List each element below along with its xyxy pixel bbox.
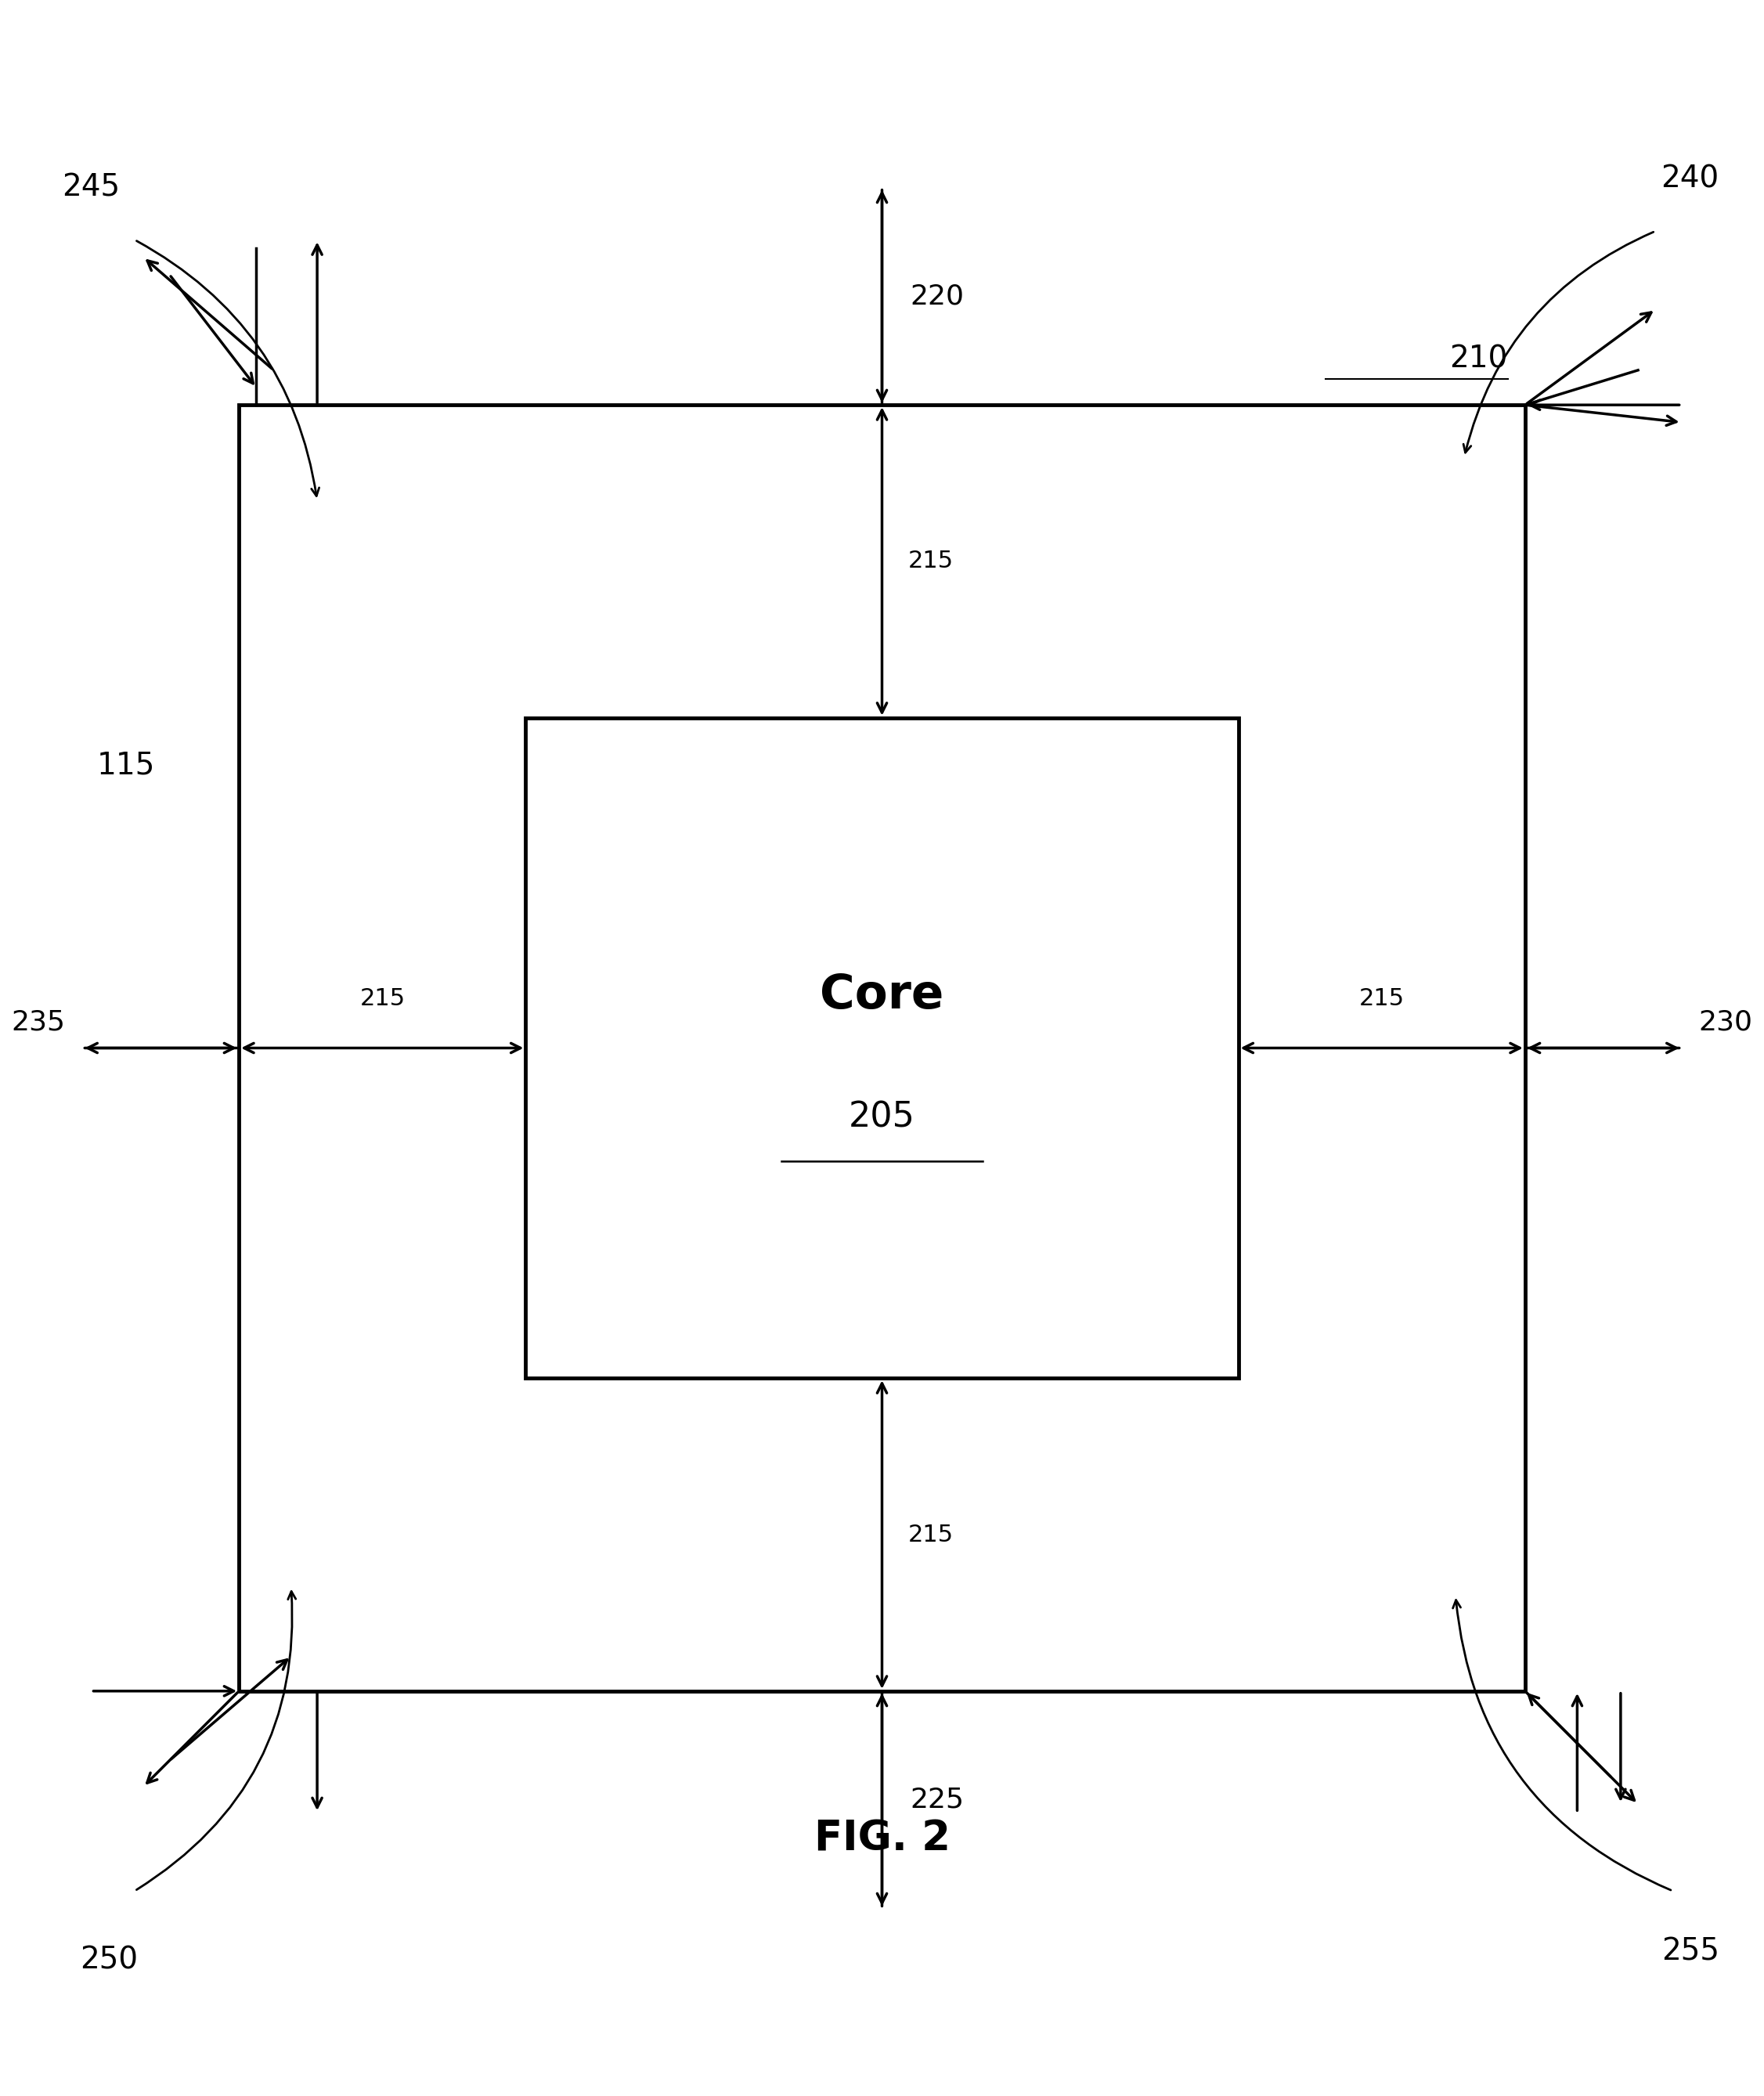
Bar bbox=[526, 717, 1238, 1379]
Text: 235: 235 bbox=[11, 1008, 65, 1035]
Text: FIG. 2: FIG. 2 bbox=[813, 1819, 951, 1859]
Text: 255: 255 bbox=[1662, 1937, 1720, 1966]
Text: 215: 215 bbox=[360, 987, 406, 1010]
Text: 215: 215 bbox=[908, 549, 954, 572]
Text: 230: 230 bbox=[1699, 1008, 1753, 1035]
Text: Core: Core bbox=[820, 973, 944, 1019]
Text: 240: 240 bbox=[1662, 163, 1720, 193]
Text: 225: 225 bbox=[910, 1786, 963, 1813]
Text: 210: 210 bbox=[1450, 344, 1508, 373]
Text: 220: 220 bbox=[910, 283, 963, 310]
Text: 215: 215 bbox=[1358, 987, 1404, 1010]
Text: 245: 245 bbox=[62, 172, 120, 203]
Text: 215: 215 bbox=[908, 1524, 954, 1547]
Text: 250: 250 bbox=[79, 1945, 138, 1974]
Bar bbox=[238, 405, 1526, 1691]
Text: 115: 115 bbox=[97, 750, 155, 780]
Text: 205: 205 bbox=[848, 1100, 916, 1134]
